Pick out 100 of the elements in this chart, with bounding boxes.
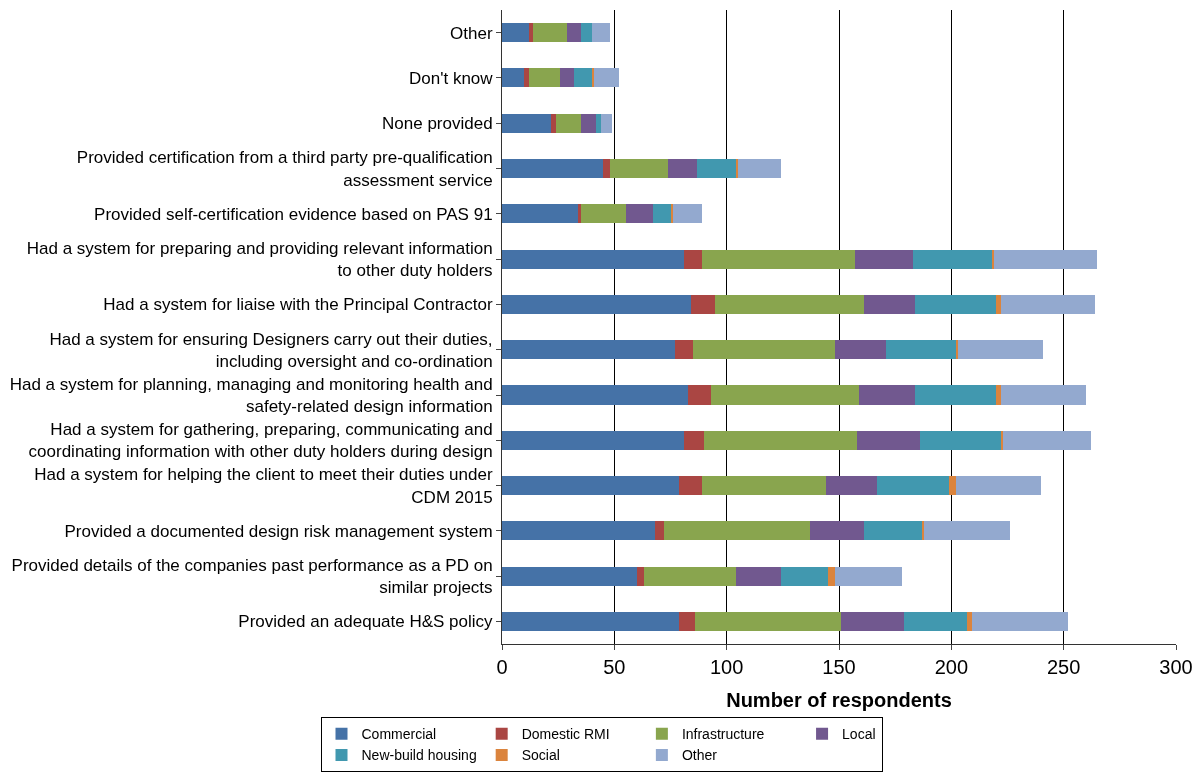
bar: [780, 566, 828, 586]
bar: [827, 566, 835, 586]
y-tick-label: Provided a documented design risk management system: [64, 521, 493, 541]
bar: [971, 611, 1069, 631]
bar: [654, 521, 664, 541]
bar: [994, 249, 1098, 269]
bar: [863, 521, 923, 541]
x-axis-title: Number of respondents: [726, 688, 952, 711]
x-tick-label: 50: [603, 656, 626, 679]
bar: [809, 521, 864, 541]
bar: [578, 204, 581, 224]
bar: [688, 385, 711, 405]
bar: [915, 385, 997, 405]
bar: [704, 430, 857, 450]
bar: [825, 476, 878, 496]
bar: [863, 294, 916, 314]
bar: [967, 611, 972, 631]
bar: [502, 204, 579, 224]
bar: [701, 476, 826, 496]
legend-label: Other: [681, 747, 718, 764]
bar: [502, 294, 691, 314]
bar: [695, 611, 842, 631]
bar: [949, 476, 956, 496]
bar: [580, 23, 592, 43]
y-tick-label: Provided self-certification evidence based on PAS 91: [94, 204, 493, 224]
y-tick-label: None provided: [382, 114, 493, 134]
bar: [502, 113, 552, 133]
y-tick-label: Had a system for preparing and providing relevant information to other duty holders: [26, 239, 493, 281]
bar: [533, 23, 568, 43]
x-tick-label: 0: [496, 656, 508, 679]
y-tick-label: Had a system for ensuring Designers carry out their duties, including oversight and co-ordination: [49, 329, 493, 371]
bar: [636, 566, 644, 586]
bar: [560, 68, 574, 88]
bar: [915, 294, 997, 314]
bar: [652, 204, 671, 224]
bar: [580, 113, 597, 133]
bar: [567, 23, 581, 43]
bar: [683, 430, 705, 450]
bar: [690, 294, 716, 314]
bar: [692, 340, 835, 360]
bar: [551, 113, 556, 133]
bar: [502, 23, 529, 43]
legend-label: Infrastructure: [681, 726, 765, 743]
x-tick-label: 100: [709, 656, 744, 679]
bar: [502, 476, 680, 496]
bar: [528, 68, 561, 88]
bar: [735, 566, 781, 586]
bar: [834, 566, 902, 586]
bar: [668, 159, 698, 179]
legend-label: Domestic RMI: [521, 726, 610, 743]
bar: [524, 68, 529, 88]
bar: [1003, 430, 1091, 450]
bar: [594, 68, 619, 88]
bar: [710, 385, 860, 405]
bar: [841, 611, 905, 631]
bar: [913, 249, 992, 269]
bar: [1000, 294, 1096, 314]
bar: [600, 113, 613, 133]
y-tick-label: Had a system for liaise with the Principal Contractor: [103, 295, 493, 315]
y-tick-label: Provided certification from a third party pre-qualification assessment service: [76, 148, 493, 190]
bar: [502, 611, 680, 631]
bar: [502, 385, 689, 405]
bar: [603, 159, 610, 179]
y-tick-label: Don't know: [409, 68, 494, 88]
bar: [919, 430, 1001, 450]
y-tick-label: Other: [450, 23, 493, 43]
x-tick-label: 200: [934, 656, 969, 679]
bar: [834, 340, 887, 360]
y-tick-label: Provided details of the companies past performance as a PD on similar projects: [11, 556, 493, 598]
bar: [643, 566, 736, 586]
bar: [502, 566, 637, 586]
bar: [625, 204, 653, 224]
y-tick-label: Had a system for gathering, preparing, communicating and coordinating information with other duty holders during design: [28, 420, 493, 462]
x-tick-label: 300: [1159, 656, 1193, 679]
bar: [904, 611, 968, 631]
bar: [1000, 385, 1087, 405]
x-tick-label: 150: [822, 656, 856, 679]
bar: [502, 430, 684, 450]
bar: [663, 521, 810, 541]
legend-label: Social: [521, 747, 560, 764]
bar: [859, 385, 916, 405]
bar: [591, 23, 610, 43]
y-tick-label: Had a system for planning, managing and monitoring health and safety-related design information: [9, 374, 493, 416]
bar: [502, 68, 525, 88]
bar: [955, 476, 1042, 496]
bar: [737, 159, 781, 179]
bar: [877, 476, 950, 496]
bar: [674, 340, 693, 360]
x-tick-label: 250: [1046, 656, 1081, 679]
bar: [609, 159, 669, 179]
bar: [996, 294, 1001, 314]
bar: [679, 476, 702, 496]
bar: [502, 159, 604, 179]
bar: [502, 340, 675, 360]
bar: [683, 249, 702, 269]
legend-label: New-build housing: [361, 747, 477, 764]
legend-label: Commercial: [361, 726, 437, 743]
bar: [672, 204, 702, 224]
bar: [996, 385, 1001, 405]
bar: [502, 521, 655, 541]
